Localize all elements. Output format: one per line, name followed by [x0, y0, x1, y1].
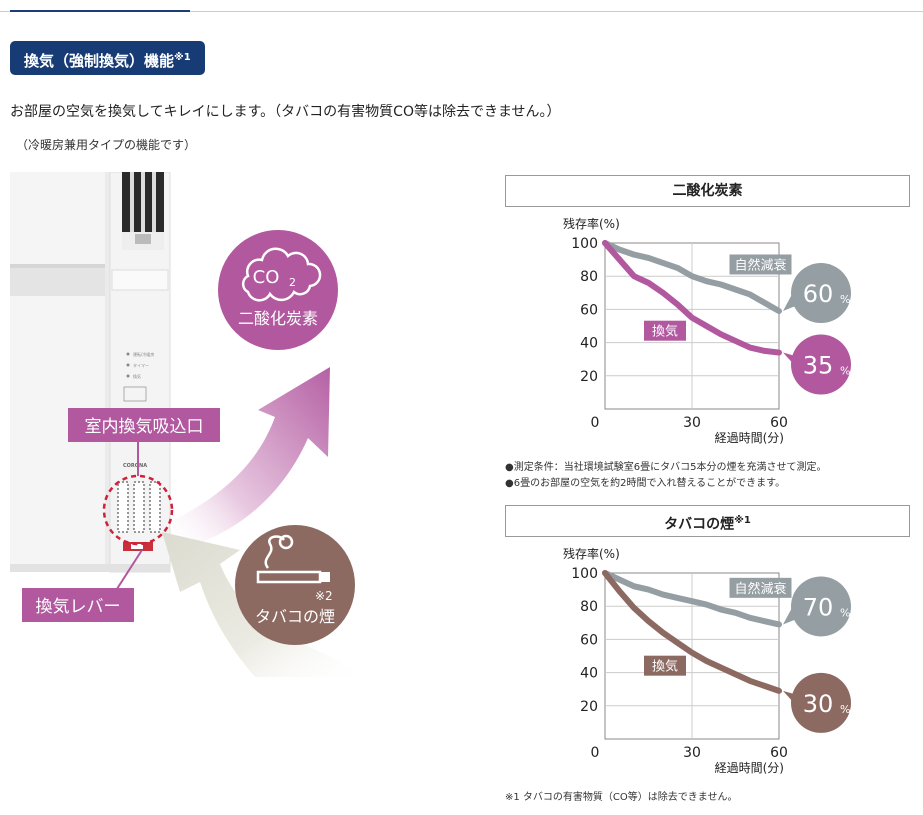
- exhaust-arrow: [170, 367, 330, 550]
- co2-condition-1: ●測定条件：当社環境試験室6畳にタバコ5本分の煙を充満させて測定。: [505, 462, 827, 473]
- lever-label-box: 換気レバー: [22, 588, 134, 622]
- y-tick-label: 80: [580, 269, 598, 285]
- series-tag-bg-1: [644, 320, 686, 341]
- smoke-chart-title: タバコの煙: [664, 516, 735, 533]
- air-conditioner-unit: 運転/冷暖房 タイマー 換気 CORONA: [10, 172, 171, 573]
- panel-label-2: タイマー: [133, 362, 149, 368]
- end-value-unit: %: [840, 606, 850, 619]
- series-line-1: [602, 240, 782, 356]
- x-tick-label: 0: [591, 745, 600, 761]
- series-name-label: 自然減衰: [734, 257, 786, 273]
- y-tick-label: 100: [571, 236, 598, 252]
- co2-bubble: CO 2 二酸化炭素: [218, 230, 338, 350]
- y-tick-label: 60: [580, 632, 598, 648]
- y-tick-label: 40: [580, 336, 598, 352]
- x-axis-label: 経過時間(分): [715, 761, 784, 775]
- cigarette-icon: [256, 534, 330, 584]
- end-value-label: 60: [803, 280, 834, 308]
- intake-highlight-circle: [102, 474, 174, 546]
- co2-chart-title: 二酸化炭素: [672, 183, 743, 199]
- end-value-unit: %: [840, 365, 850, 378]
- section-title: 換気（強制換気）機能: [24, 52, 175, 70]
- end-value-bubble-0: [791, 263, 851, 324]
- panel-label-3: 換気: [133, 373, 141, 379]
- intake-label: 室内換気吸込口: [85, 417, 204, 437]
- section-title-badge: 換気（強制換気）機能※1: [10, 41, 205, 75]
- smoke-bubble: ※2 タバコの煙: [235, 525, 355, 645]
- y-tick-label: 60: [580, 302, 598, 318]
- x-tick-label: 60: [770, 415, 788, 431]
- series-name-label: 換気: [652, 659, 678, 675]
- section-title-note: ※1: [174, 52, 191, 63]
- y-axis-label: 残存率(%): [563, 546, 620, 561]
- y-tick-label: 100: [571, 566, 598, 582]
- cloud-icon: [241, 247, 322, 302]
- series-line-0: [602, 570, 782, 628]
- x-tick-label: 60: [770, 745, 788, 761]
- smoke-label: タバコの煙: [255, 607, 335, 626]
- series-line-1: [602, 570, 782, 694]
- co2-chart-title-box: 二酸化炭素: [505, 175, 910, 207]
- vent-grill: [117, 481, 161, 551]
- lever-label-leader: [114, 549, 143, 593]
- smoke-chart-title-note: ※1: [734, 515, 751, 526]
- end-value-label: 30: [803, 690, 834, 718]
- x-tick-label: 0: [591, 415, 600, 431]
- co2-label: 二酸化炭素: [238, 309, 318, 328]
- brand-text: CORONA: [123, 463, 147, 469]
- lever-label: 換気レバー: [36, 597, 121, 617]
- smoke-chart: 20 40 60 80 100 0 30 60 残存率(%) 経過時間(分) 自然減衰 70 % 換気 30…: [563, 546, 851, 775]
- end-value-label: 35: [803, 352, 834, 380]
- series-name-label: 自然減衰: [734, 581, 786, 597]
- series-tag-bg-0: [729, 254, 792, 275]
- y-tick-label: 80: [580, 599, 598, 615]
- section-description: お部屋の空気を換気してキレイにします。（タバコの有害物質CO等は除去できません。…: [10, 104, 561, 120]
- end-value-bubble-1: [791, 334, 851, 395]
- intake-label-box: 室内換気吸込口: [68, 408, 220, 442]
- y-tick-label: 20: [580, 369, 598, 385]
- series-tag-bg-0: [729, 577, 792, 598]
- panel-label-1: 運転/冷暖房: [133, 351, 154, 357]
- smoke-chart-title-box: タバコの煙※1: [505, 505, 910, 537]
- y-tick-label: 20: [580, 699, 598, 715]
- intake-arrow: [162, 532, 370, 677]
- end-value-unit: %: [840, 293, 850, 306]
- co2-condition-2: ●6畳のお部屋の空気を約2時間で入れ替えることができます。: [505, 478, 786, 489]
- x-tick-label: 30: [683, 745, 701, 761]
- end-value-label: 70: [803, 593, 834, 621]
- smoke-note: ※2: [315, 589, 333, 603]
- x-tick-label: 30: [683, 415, 701, 431]
- section-note: （冷暖房兼用タイプの機能です）: [16, 138, 197, 152]
- top-divider: [0, 11, 923, 12]
- y-tick-label: 40: [580, 666, 598, 682]
- co2-chart: 20 40 60 80 100 0 30 60 残存率(%) 経過時間(分) 自然減衰 60 % 換気 35…: [563, 216, 851, 445]
- series-tag-bg-1: [644, 655, 686, 676]
- series-line-0: [602, 240, 782, 315]
- co2-formula-sub: 2: [289, 276, 296, 289]
- series-name-label: 換気: [652, 324, 678, 340]
- end-value-unit: %: [840, 703, 850, 716]
- x-axis-label: 経過時間(分): [715, 431, 784, 445]
- y-axis-label: 残存率(%): [563, 216, 620, 231]
- end-value-bubble-1: [791, 672, 851, 733]
- top-divider-accent: [10, 10, 190, 12]
- end-value-bubble-0: [791, 576, 851, 637]
- ventilation-illustration: 運転/冷暖房 タイマー 換気 CORONA 室内換気吸込口 換気レバー CO 2…: [10, 172, 370, 677]
- co2-formula: CO: [253, 267, 280, 288]
- footnote: ※1 タバコの有害物質（CO等）は除去できません。: [505, 792, 738, 803]
